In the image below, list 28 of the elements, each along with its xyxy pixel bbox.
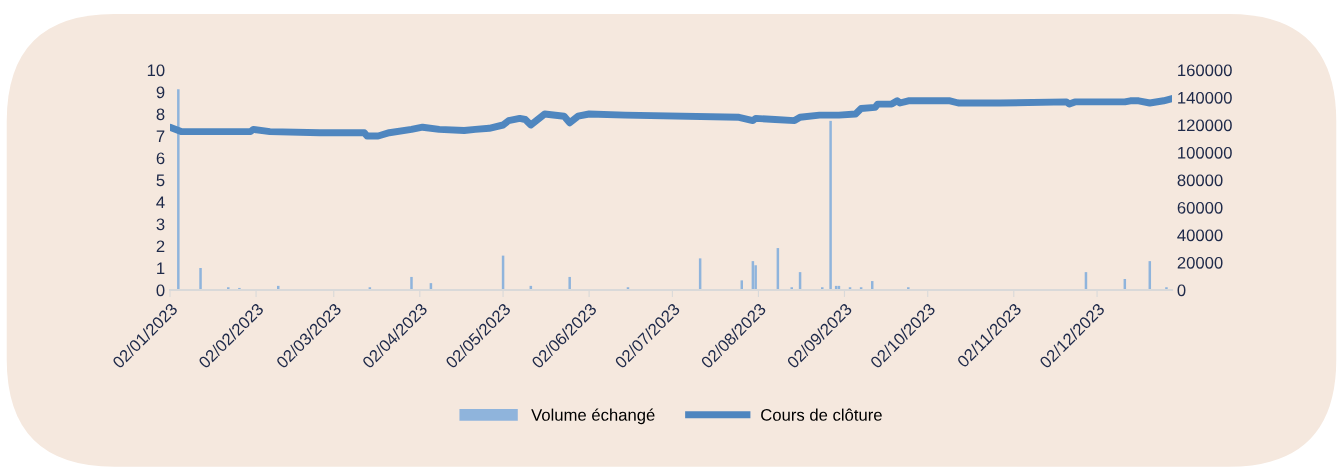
y-tick-label: 7 — [156, 130, 165, 143]
y-tick-label: 3 — [156, 218, 165, 231]
y-tick-label: 2 — [156, 240, 165, 253]
y-tick-label: 9 — [156, 86, 165, 99]
y-tick-label: 8 — [156, 108, 165, 121]
bar — [754, 265, 757, 290]
y2-tick-label: 0 — [1177, 284, 1186, 297]
y2-tick-label: 140000 — [1178, 91, 1232, 104]
y-tick-label: 4 — [156, 196, 165, 209]
y2-tick-label: 20000 — [1177, 256, 1223, 269]
y2-tick-label: 120000 — [1178, 119, 1232, 132]
y-tick-label: 10 — [147, 64, 165, 77]
bar — [199, 268, 202, 290]
y2-tick-label: 80000 — [1177, 174, 1223, 187]
y-tick-label: 6 — [156, 152, 165, 165]
bar — [177, 89, 180, 290]
bar — [568, 276, 571, 290]
y2-tick-label: 60000 — [1177, 201, 1223, 214]
y-tick-label: 0 — [156, 284, 165, 297]
bar — [410, 276, 413, 290]
y-tick-label: 5 — [156, 174, 165, 187]
legend-label: Cours de clôture — [761, 408, 882, 421]
legend-label: Volume échangé — [531, 408, 655, 425]
y-tick-label: 1 — [157, 262, 165, 275]
y2-tick-label: 100000 — [1178, 146, 1232, 159]
y2-tick-label: 160000 — [1178, 64, 1232, 77]
bar — [829, 120, 832, 290]
y2-tick-label: 40000 — [1177, 229, 1223, 242]
